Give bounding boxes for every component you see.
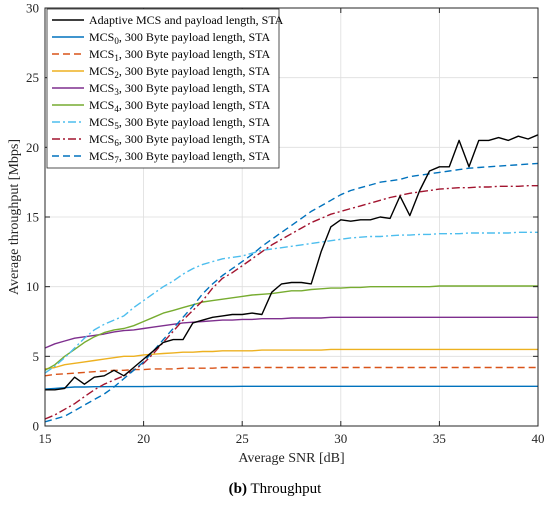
series-line-3	[44, 348, 538, 370]
x-axis-label: Average SNR [dB]	[238, 451, 344, 466]
legend-entry-2: MCS1, 300 Byte payload length, STA	[89, 47, 271, 63]
ticks: 15 20 25 30 35 40 0 5 10 15 20 25 30	[26, 1, 545, 447]
caption-text: Throughput	[250, 481, 322, 497]
series-layer	[44, 134, 539, 423]
x-tick-label: 30	[334, 431, 347, 446]
legend-entry-1: MCS0, 300 Byte payload length, STA	[89, 30, 271, 46]
legend-box	[46, 8, 280, 169]
caption-panel: (b)	[228, 481, 248, 497]
y-tick-label: 20	[26, 140, 39, 155]
series-line-4	[44, 316, 538, 349]
x-tick-label: 25	[236, 431, 249, 446]
legend-entry-8: MCS7, 300 Byte payload length, STA	[89, 149, 271, 165]
x-tick-label: 15	[39, 431, 52, 446]
y-tick-label: 25	[26, 70, 39, 85]
series-line-7	[44, 184, 538, 420]
legend-entry-4: MCS3, 300 Byte payload length, STA	[89, 81, 271, 97]
x-tick-label: 20	[137, 431, 150, 446]
series-line-0	[45, 134, 539, 391]
y-tick-label: 10	[26, 279, 39, 294]
y-axis-label: Average throughput [Mbps]	[7, 139, 22, 295]
legend-entry-6: MCS5, 300 Byte payload length, STA	[89, 115, 271, 131]
figure-caption: (b) Throughput	[0, 481, 550, 498]
series-line-8	[44, 162, 539, 423]
legend-entry-7: MCS6, 300 Byte payload length, STA	[89, 132, 271, 148]
series-line-5	[44, 285, 538, 371]
legend-entry-3: MCS2, 300 Byte payload length, STA	[89, 64, 271, 80]
x-tick-label: 35	[433, 431, 446, 446]
throughput-chart: 15 20 25 30 35 40 0 5 10 15 20 25 30 Average SNR [dB…	[7, 1, 545, 467]
legend: Adaptive MCS and payload length, STA MCS0…	[46, 8, 284, 169]
legend-entry-0: Adaptive MCS and payload length, STA	[89, 13, 284, 27]
series-line-6	[44, 231, 538, 374]
series-line-1	[44, 385, 538, 390]
y-tick-label: 15	[26, 210, 39, 225]
x-tick-label: 40	[532, 431, 545, 446]
y-tick-label: 5	[33, 349, 40, 364]
series-line-2	[44, 366, 538, 377]
y-tick-label: 0	[33, 419, 40, 434]
legend-entry-5: MCS4, 300 Byte payload length, STA	[89, 98, 271, 114]
y-tick-label: 30	[26, 1, 39, 16]
